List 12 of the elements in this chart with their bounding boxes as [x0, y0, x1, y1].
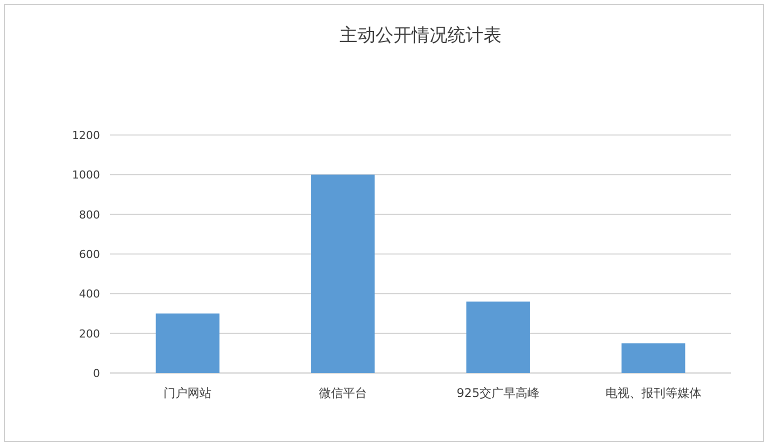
y-tick-label: 1000: [72, 168, 100, 182]
y-tick-label: 200: [79, 327, 100, 340]
x-tick-label: 微信平台: [318, 386, 367, 400]
y-tick-label: 800: [79, 208, 100, 222]
y-tick-label: 0: [93, 367, 100, 380]
y-tick-label: 400: [79, 288, 100, 301]
x-tick-label: 925交广早高峰: [456, 386, 540, 400]
y-tick-label: 1200: [72, 129, 100, 142]
y-tick-label: 600: [79, 248, 100, 261]
chart-title: 主动公开情况统计表: [340, 25, 502, 46]
x-tick-label: 电视、报刊等媒体: [605, 386, 702, 400]
x-tick-label: 门户网站: [164, 386, 212, 400]
